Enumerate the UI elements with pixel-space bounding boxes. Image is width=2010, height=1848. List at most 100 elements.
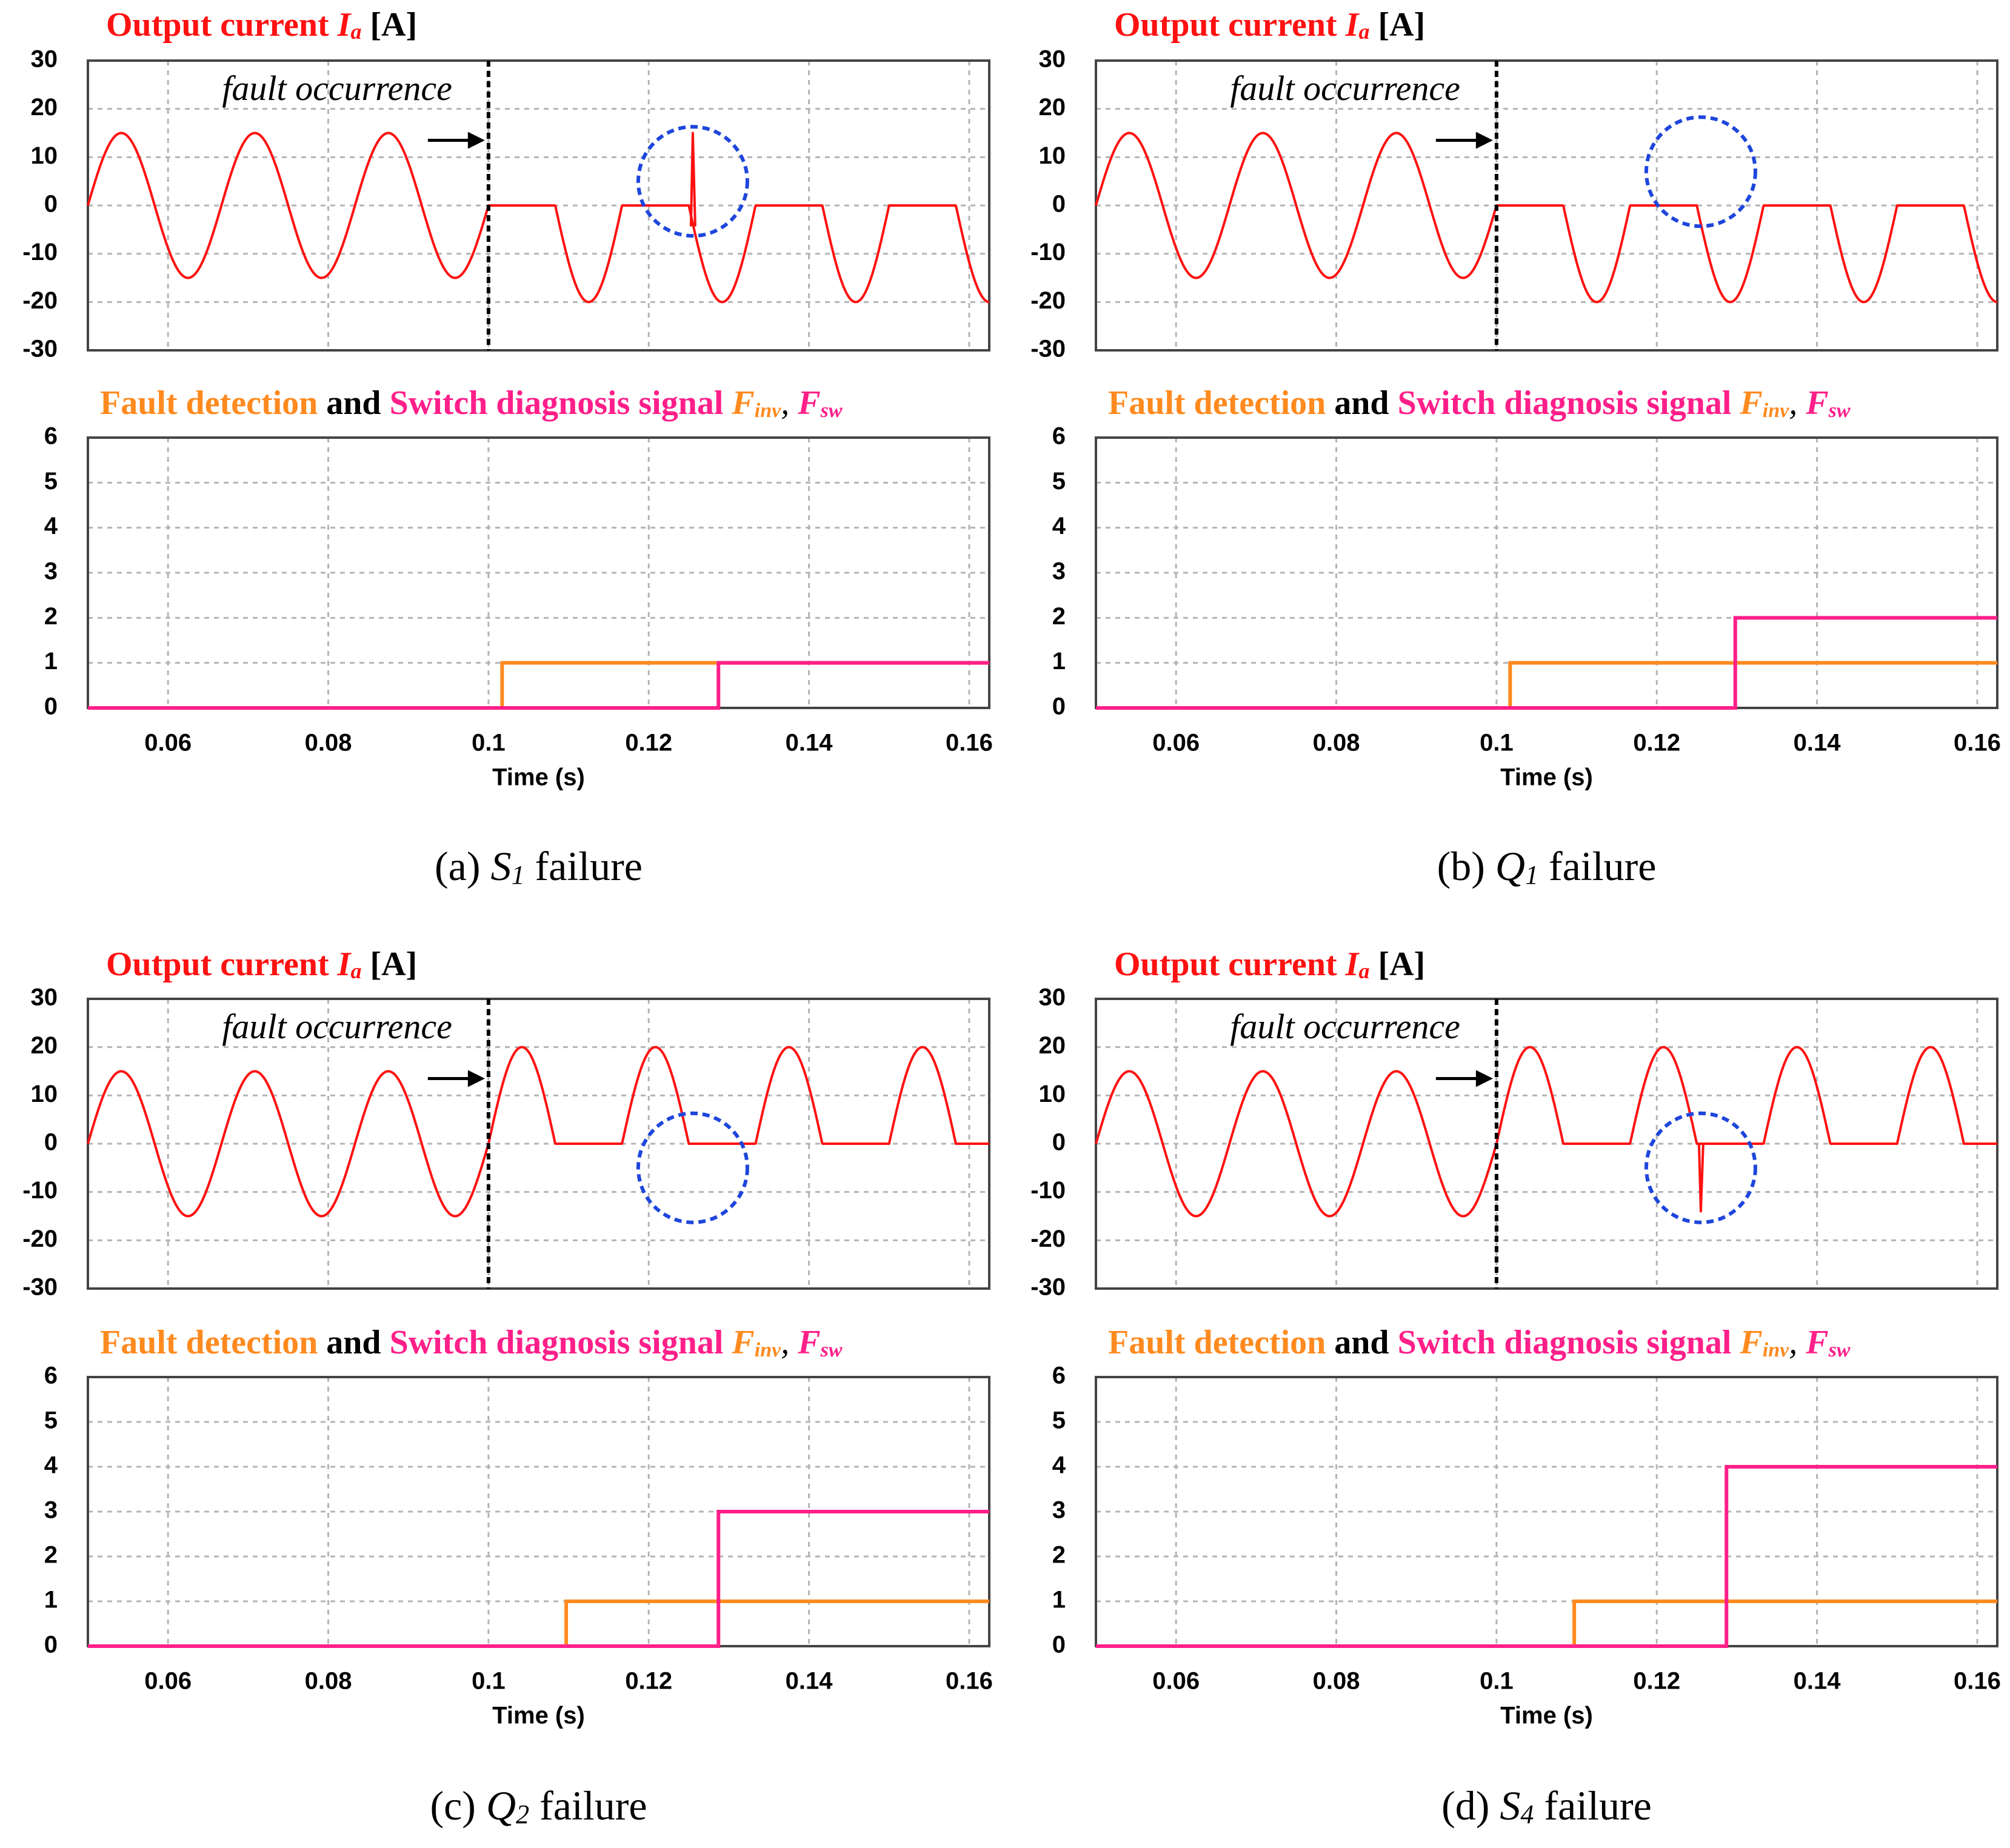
signal-step-fsw: [88, 1510, 989, 1648]
caption-symbol: S: [491, 843, 512, 889]
signal-xtick-label: 0.16: [946, 730, 993, 756]
current-ytick-label: 30: [31, 984, 58, 1011]
signal-title-fault-detection: Fault detection: [100, 384, 318, 422]
signal-ytick-label: 2: [1052, 603, 1066, 630]
signal-ytick-label: 6: [44, 423, 58, 450]
signal-xtick-label: 0.12: [625, 1668, 672, 1695]
signal-step-fsw: [1096, 616, 1997, 710]
signal-xtick-label: 0.14: [1794, 1668, 1841, 1695]
signal-title-fsw-sub: sw: [820, 1339, 843, 1361]
current-ytick-label: 30: [1039, 984, 1066, 1011]
signal-xtick-label: 0.12: [625, 730, 672, 756]
signal-title-fault-detection: Fault detection: [1108, 384, 1326, 422]
current-title: Output current Ia [A]: [106, 6, 417, 44]
panel-caption: (a) S1 failure: [435, 843, 643, 890]
signal-title-fsw-sub: sw: [1828, 399, 1851, 422]
signal-title-finv-symbol: F: [1739, 1324, 1762, 1361]
signal-ytick-label: 0: [44, 693, 58, 720]
signal-xtick-label: 0.08: [1313, 1668, 1360, 1695]
highlight-circle: [1644, 115, 1757, 228]
signal-xtick-label: 0.1: [472, 730, 506, 756]
current-ytick-label: -20: [1030, 1226, 1066, 1252]
signal-step-finv: [1096, 1599, 1997, 1648]
signal-title-finv-sub: inv: [755, 399, 781, 422]
current-title-unit: [A]: [1369, 6, 1425, 44]
signal-ytick-label: 3: [1052, 558, 1066, 585]
current-ytick-label: 0: [1052, 1129, 1066, 1156]
signal-title-finv-symbol: F: [1739, 384, 1762, 422]
current-title-main: Output current: [106, 6, 338, 44]
signal-title: Fault detection and Switch diagnosis sig…: [1108, 1324, 1851, 1361]
signal-ytick-label: 6: [1052, 423, 1066, 450]
signal-title-switch-diagnosis: Switch diagnosis signal: [390, 384, 732, 422]
current-ytick-label: 30: [1039, 46, 1066, 73]
current-title-symbol: I: [1345, 946, 1360, 983]
current-title-unit: [A]: [1369, 946, 1425, 983]
signal-title-fault-detection: Fault detection: [1108, 1324, 1326, 1361]
caption-suffix: failure: [525, 843, 643, 889]
current-title-subscript: a: [1358, 19, 1369, 44]
signal-title: Fault detection and Switch diagnosis sig…: [100, 384, 843, 422]
signal-ytick-label: 6: [1052, 1363, 1066, 1389]
signal-xtick-label: 0.1: [1480, 1668, 1514, 1695]
signal-title-fsw-symbol: F: [1805, 384, 1828, 422]
signal-title-fsw-symbol: F: [797, 1324, 820, 1361]
fault-occurrence-label: fault occurrence: [1230, 1007, 1460, 1046]
fault-arrow-head: [467, 1070, 485, 1087]
panel-b: Output current Ia [A]3020100-10-20-30fau…: [1030, 6, 2001, 890]
current-ytick-label: -30: [22, 336, 58, 362]
caption-suffix: failure: [529, 1783, 647, 1829]
current-waveform-line: [87, 132, 990, 304]
caption-symbol: Q: [1495, 843, 1525, 889]
signal-title-comma: ,: [1789, 1324, 1806, 1361]
signal-xtick-label: 0.12: [1633, 730, 1680, 756]
signal-title-switch-diagnosis: Switch diagnosis signal: [1398, 1324, 1740, 1361]
signal-xtick-label: 0.16: [946, 1668, 993, 1695]
current-ytick-label: -30: [22, 1274, 58, 1301]
caption-prefix: (c): [430, 1783, 486, 1829]
current-title-main: Output current: [1114, 946, 1346, 983]
signal-ytick-label: 5: [1052, 1407, 1066, 1434]
current-ytick-label: 30: [31, 46, 58, 73]
signal-xtick-label: 0.16: [1954, 1668, 2001, 1695]
signal-ytick-label: 3: [44, 1497, 58, 1524]
current-title-main: Output current: [1114, 6, 1346, 44]
panel-c: Output current Ia [A]3020100-10-20-30fau…: [22, 946, 993, 1829]
signal-title-finv-sub: inv: [1763, 1339, 1789, 1361]
signal-xtick-label: 0.14: [1794, 730, 1841, 756]
signal-title: Fault detection and Switch diagnosis sig…: [100, 1324, 843, 1361]
signal-title-switch-diagnosis: Switch diagnosis signal: [1398, 384, 1740, 422]
signal-xtick-label: 0.16: [1954, 730, 2001, 756]
signal-ytick-label: 0: [1052, 693, 1066, 720]
current-waveform-line: [87, 1046, 990, 1218]
signal-title-comma: ,: [781, 384, 798, 422]
current-ytick-label: 10: [1039, 142, 1066, 169]
signal-xlabel: Time (s): [492, 764, 585, 791]
signal-xtick-label: 0.12: [1633, 1668, 1680, 1695]
signal-ytick-label: 5: [44, 1407, 58, 1434]
signal-title-fault-detection: Fault detection: [100, 1324, 318, 1361]
signal-ytick-label: 0: [44, 1632, 58, 1658]
current-ytick-label: -10: [22, 239, 58, 265]
signal-step-fsw: [88, 661, 989, 710]
signal-xtick-label: 0.14: [786, 730, 833, 756]
caption-subscript: 4: [1520, 1800, 1534, 1829]
current-title-symbol: I: [1345, 6, 1360, 44]
signal-title-fsw-sub: sw: [820, 399, 843, 422]
signal-ytick-label: 4: [1052, 1452, 1066, 1479]
current-ytick-label: 0: [1052, 191, 1066, 218]
highlight-circle: [636, 125, 749, 238]
signal-title-and: and: [1326, 384, 1397, 422]
current-waveform-line: [1095, 1046, 1998, 1218]
signal-title-fsw-sub: sw: [1828, 1339, 1851, 1361]
signal-xtick-label: 0.06: [1152, 1668, 1200, 1695]
caption-suffix: failure: [1538, 843, 1656, 889]
signal-xtick-label: 0.08: [305, 730, 352, 756]
signal-xlabel: Time (s): [1500, 764, 1593, 791]
fault-arrow-head: [1475, 1070, 1493, 1087]
current-ytick-label: 20: [31, 1032, 58, 1059]
fault-occurrence-label: fault occurrence: [222, 68, 452, 108]
signal-ytick-label: 6: [44, 1363, 58, 1389]
signal-title-finv-symbol: F: [731, 1324, 754, 1361]
